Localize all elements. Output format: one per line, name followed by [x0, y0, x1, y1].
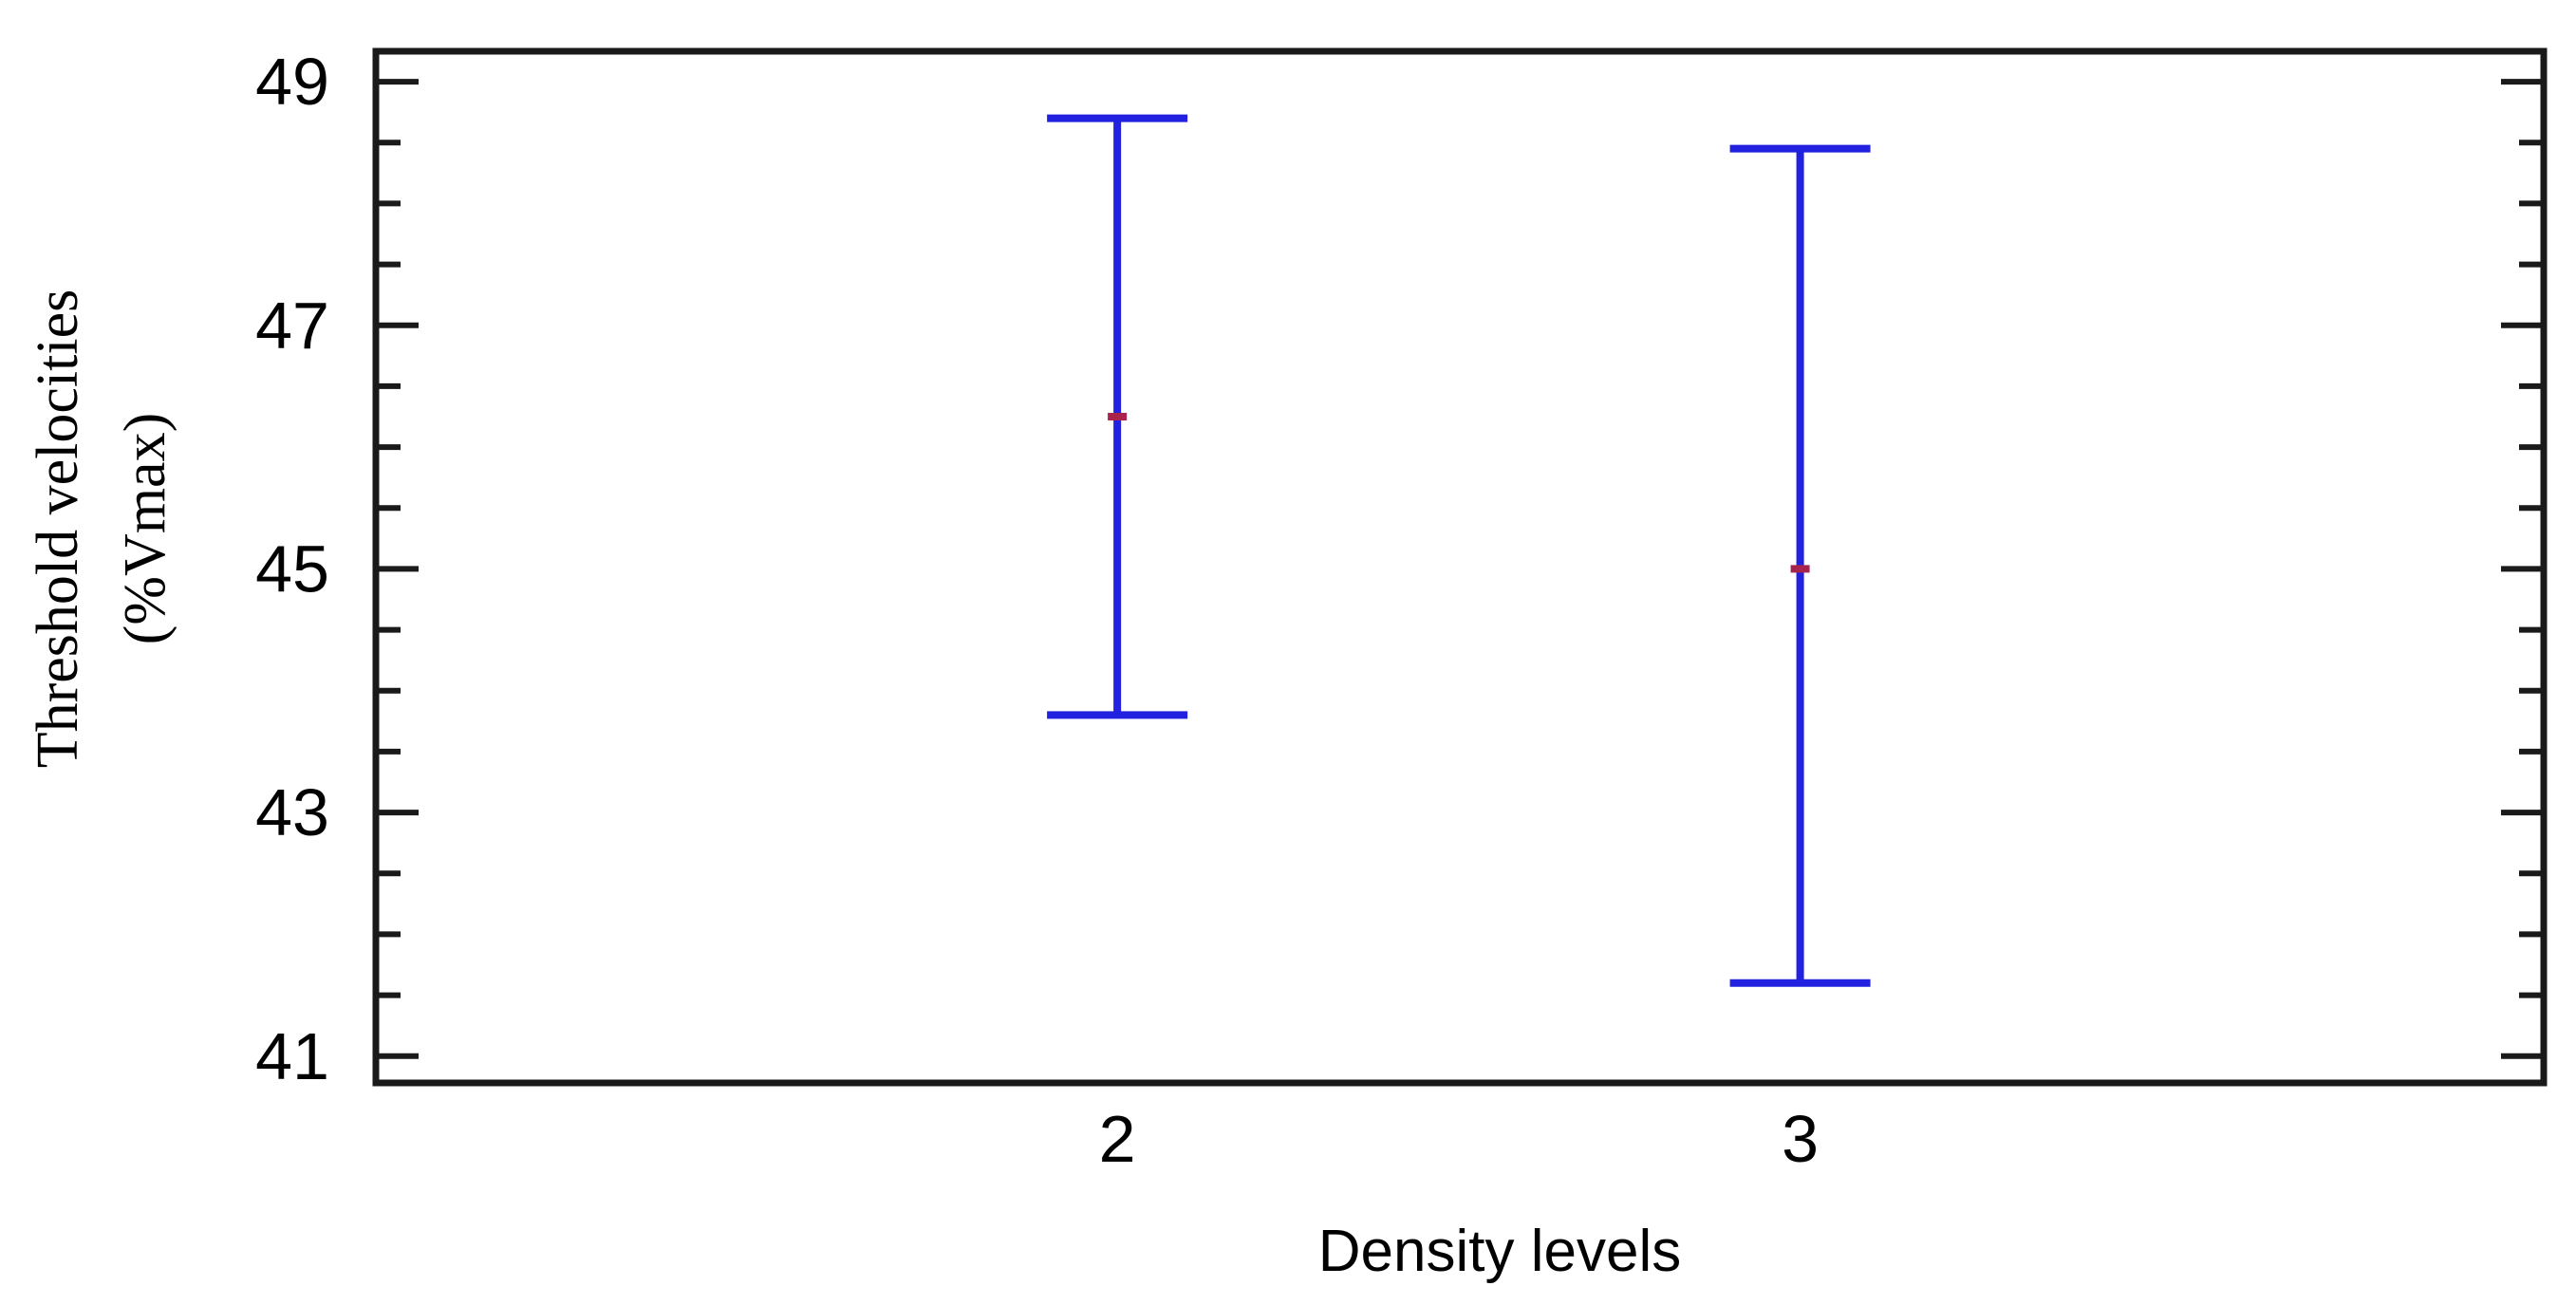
y-axis-title: Threshold velocities (%Vmax): [14, 168, 195, 889]
x-axis-title: Density levels: [1317, 1219, 1682, 1284]
x-category-label: 2: [1099, 1102, 1136, 1176]
y-axis-title-line2: (%Vmax): [113, 412, 177, 645]
y-tick-label: 45: [255, 531, 329, 606]
y-axis-title-line1: Threshold velocities: [26, 289, 90, 769]
y-tick-label: 41: [255, 1019, 329, 1093]
y-tick-label: 43: [255, 775, 329, 849]
y-tick-label: 47: [255, 289, 329, 363]
y-tick-label: 49: [255, 45, 329, 119]
plot-frame: [372, 47, 2548, 1087]
x-category-label: 3: [1782, 1102, 1819, 1176]
